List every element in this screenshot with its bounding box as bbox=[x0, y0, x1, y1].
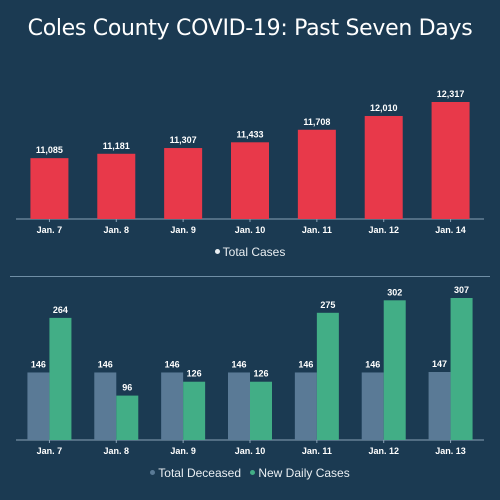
x-tick-label-jan-14: Jan. 14 bbox=[435, 225, 466, 235]
bar-total-deceased-jan-8 bbox=[94, 372, 117, 440]
section-divider bbox=[10, 276, 490, 277]
total-cases-legend: Total Cases bbox=[0, 245, 500, 259]
x-tick-label-jan-11: Jan. 11 bbox=[302, 225, 332, 235]
data-label-total-cases-jan-10: 11,433 bbox=[236, 129, 263, 139]
x-tick-label-jan-12: Jan. 12 bbox=[368, 225, 399, 235]
bar-new-daily-cases-jan-8 bbox=[116, 395, 139, 440]
bar-total-deceased-jan-12 bbox=[361, 372, 384, 440]
x-tick-label-jan-8: Jan. 8 bbox=[104, 225, 130, 235]
bar-total-cases-jan-10 bbox=[231, 142, 269, 219]
data-label-total-cases-jan-12: 12,010 bbox=[370, 103, 398, 113]
legend-label-total-deceased: Total Deceased bbox=[158, 466, 241, 480]
x-tick-label-jan-10: Jan. 10 bbox=[235, 225, 266, 235]
bar-total-cases-jan-14 bbox=[431, 102, 470, 219]
bar-new-daily-cases-jan-9 bbox=[183, 381, 206, 440]
data-label-new-daily-cases-jan-9: 126 bbox=[187, 369, 202, 379]
x-tick-label-jan-7: Jan. 7 bbox=[37, 225, 63, 235]
x-tick-label-bottom-jan-10: Jan. 10 bbox=[235, 446, 266, 456]
data-label-total-cases-jan-8: 11,181 bbox=[103, 141, 130, 151]
legend-item-new-daily-cases: New Daily Cases bbox=[250, 466, 350, 480]
bar-new-daily-cases-jan-12 bbox=[383, 300, 406, 440]
data-label-new-daily-cases-jan-13: 307 bbox=[454, 285, 469, 295]
bar-new-daily-cases-jan-13 bbox=[450, 298, 473, 440]
x-tick-label-bottom-jan-9: Jan. 9 bbox=[170, 446, 196, 456]
data-label-total-deceased-jan-8: 146 bbox=[98, 359, 113, 369]
bar-total-cases-jan-8 bbox=[97, 153, 136, 219]
x-tick-label-jan-9: Jan. 9 bbox=[170, 225, 196, 235]
legend-item-total-deceased: Total Deceased bbox=[150, 466, 241, 480]
x-tick-label-bottom-jan-7: Jan. 7 bbox=[37, 446, 63, 456]
bar-total-cases-jan-11 bbox=[297, 129, 336, 219]
x-tick-label-bottom-jan-13: Jan. 13 bbox=[435, 446, 466, 456]
data-label-new-daily-cases-jan-7: 264 bbox=[53, 305, 68, 315]
legend-label-total-cases: Total Cases bbox=[222, 245, 286, 259]
data-label-total-deceased-jan-11: 146 bbox=[298, 359, 313, 369]
data-label-total-deceased-jan-12: 146 bbox=[365, 359, 380, 369]
data-label-new-daily-cases-jan-11: 275 bbox=[320, 300, 335, 310]
data-label-total-deceased-jan-9: 146 bbox=[165, 359, 180, 369]
bar-new-daily-cases-jan-7 bbox=[49, 317, 72, 440]
data-label-total-cases-jan-7: 11,085 bbox=[36, 145, 63, 155]
legend-swatch-total-deceased bbox=[150, 470, 156, 476]
bar-new-daily-cases-jan-11 bbox=[316, 312, 339, 440]
data-label-new-daily-cases-jan-12: 302 bbox=[387, 287, 402, 297]
bar-new-daily-cases-jan-10 bbox=[250, 381, 272, 440]
bottom-legend: Total Deceased New Daily Cases bbox=[0, 466, 500, 480]
legend-item-total-cases: Total Cases bbox=[214, 245, 286, 259]
bar-total-deceased-jan-11 bbox=[294, 372, 317, 440]
data-label-total-deceased-jan-7: 146 bbox=[31, 359, 46, 369]
data-label-new-daily-cases-jan-10: 126 bbox=[253, 369, 268, 379]
bar-total-cases-jan-7 bbox=[30, 158, 69, 219]
chart-title: Coles County COVID-19: Past Seven Days bbox=[27, 16, 473, 41]
legend-label-new-daily-cases: New Daily Cases bbox=[258, 466, 350, 480]
bar-total-deceased-jan-7 bbox=[27, 372, 50, 440]
data-label-total-cases-jan-14: 12,317 bbox=[437, 89, 465, 99]
legend-swatch-total-cases bbox=[214, 249, 220, 255]
bar-total-deceased-jan-10 bbox=[228, 372, 250, 440]
bar-total-cases-jan-12 bbox=[364, 115, 403, 219]
x-tick-label-bottom-jan-11: Jan. 11 bbox=[302, 446, 332, 456]
x-tick-label-bottom-jan-8: Jan. 8 bbox=[104, 446, 130, 456]
total-cases-chart: 11,085 Jan. 7 11,181 Jan. 8 11,307 Jan. 9 11,4… bbox=[16, 89, 484, 235]
data-label-total-cases-jan-9: 11,307 bbox=[170, 135, 197, 145]
data-label-total-deceased-jan-10: 146 bbox=[231, 359, 246, 369]
bar-total-cases-jan-9 bbox=[164, 148, 203, 219]
legend-swatch-new-daily-cases bbox=[250, 470, 256, 476]
bar-total-deceased-jan-9 bbox=[161, 372, 184, 440]
bar-total-deceased-jan-13 bbox=[428, 372, 451, 440]
x-tick-label-bottom-jan-12: Jan. 12 bbox=[368, 446, 399, 456]
data-label-total-cases-jan-11: 11,708 bbox=[303, 117, 330, 127]
data-label-total-deceased-jan-13: 147 bbox=[432, 359, 447, 369]
data-label-new-daily-cases-jan-8: 96 bbox=[122, 383, 132, 393]
